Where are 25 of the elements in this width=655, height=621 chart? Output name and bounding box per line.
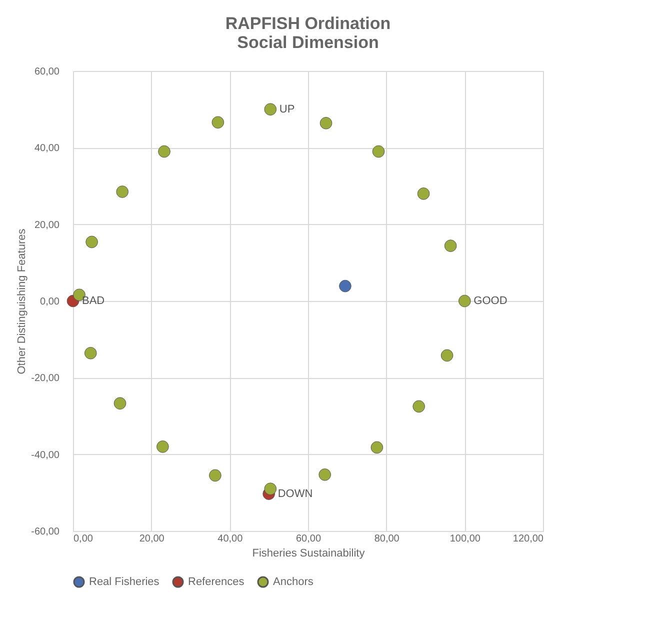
annotation: UP bbox=[279, 103, 295, 116]
y-tick-label: 20,00 bbox=[34, 220, 60, 231]
y-tick-label: 0,00 bbox=[40, 296, 60, 308]
y-axis-title: Other Distinguishing Features bbox=[16, 228, 28, 374]
y-tick-label: -60,00 bbox=[31, 526, 60, 538]
x-tick-label: 0,00 bbox=[74, 534, 94, 544]
legend-label: Anchors bbox=[273, 576, 314, 588]
annotation: BAD bbox=[82, 295, 105, 307]
y-tick-label: -40,00 bbox=[31, 450, 60, 461]
x-tick-label: 40,00 bbox=[218, 534, 244, 544]
text: Social Dimension bbox=[237, 33, 379, 52]
legend-label: References bbox=[188, 576, 245, 588]
x-tick-label: 20,00 bbox=[139, 534, 165, 544]
x-tick-label: 120,00 bbox=[512, 534, 544, 544]
x-tick-label: 60,00 bbox=[296, 534, 322, 544]
y-tick-label: 60,00 bbox=[34, 66, 60, 78]
text: RAPFISH Ordination bbox=[225, 14, 391, 33]
annotation: DOWN bbox=[278, 488, 313, 500]
x-tick-label: 100,00 bbox=[450, 534, 481, 544]
y-tick-label: 40,00 bbox=[34, 143, 60, 154]
legend-label: Real Fisheries bbox=[89, 576, 160, 588]
x-tick-label: 80,00 bbox=[374, 534, 400, 544]
y-tick-label: -20,00 bbox=[31, 373, 60, 384]
annotation: GOOD bbox=[474, 295, 508, 307]
x-axis-title: Fisheries Sustainability bbox=[252, 548, 366, 560]
